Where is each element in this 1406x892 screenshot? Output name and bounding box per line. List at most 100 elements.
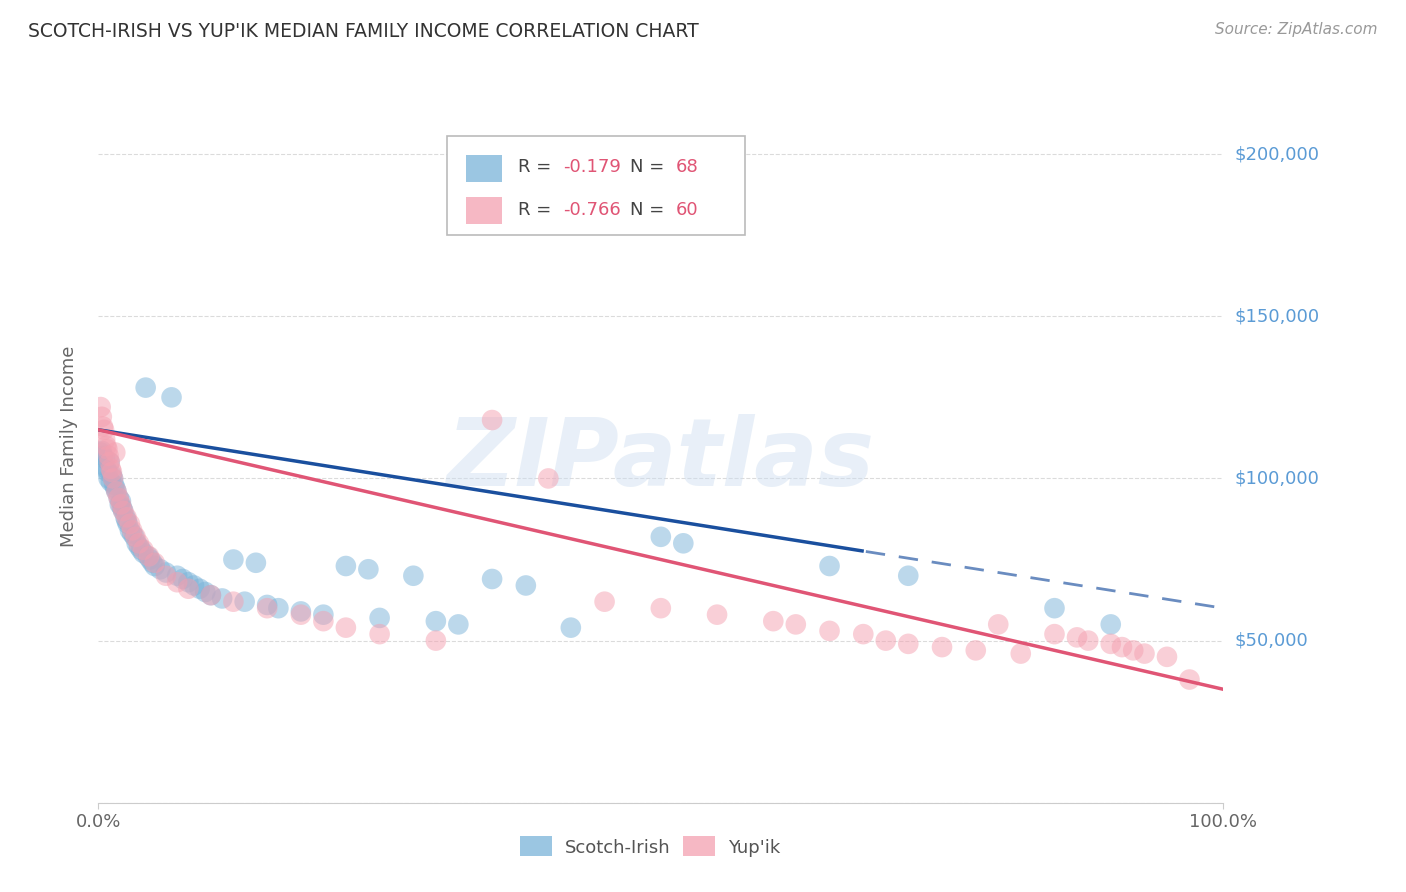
Point [852, 627, 875, 641]
Point [124, 530, 146, 544]
Text: N =: N = [630, 159, 671, 177]
Point [211, 591, 233, 606]
Point [166, 575, 188, 590]
Point [101, 471, 124, 485]
Text: $200,000: $200,000 [1234, 145, 1319, 163]
Text: $50,000: $50,000 [1234, 632, 1308, 649]
Point [101, 468, 124, 483]
Point [290, 604, 312, 618]
Point [93, 458, 115, 473]
Text: Scotch-Irish: Scotch-Irish [565, 838, 671, 856]
Point [103, 478, 125, 492]
Point [593, 595, 616, 609]
Point [155, 568, 177, 582]
Point [1178, 673, 1201, 687]
Point [139, 552, 162, 566]
Text: $150,000: $150,000 [1234, 307, 1319, 326]
Point [104, 445, 127, 459]
Point [132, 546, 155, 560]
FancyBboxPatch shape [447, 136, 745, 235]
Point [91, 449, 114, 463]
Text: 60: 60 [675, 201, 697, 219]
Point [1156, 649, 1178, 664]
Point [107, 491, 129, 505]
Point [1099, 617, 1122, 632]
Point [143, 556, 166, 570]
Point [183, 578, 205, 592]
Point [762, 614, 785, 628]
Point [96, 465, 118, 479]
Point [425, 614, 447, 628]
Point [132, 542, 155, 557]
Point [177, 582, 200, 596]
Point [818, 559, 841, 574]
Point [121, 526, 143, 541]
Point [143, 559, 166, 574]
Point [335, 559, 357, 574]
Point [233, 595, 256, 609]
Text: R =: R = [517, 201, 557, 219]
Point [447, 617, 470, 632]
Point [90, 443, 112, 458]
Point [166, 568, 188, 582]
Point [357, 562, 380, 576]
Point [560, 621, 582, 635]
Point [118, 524, 141, 538]
Point [141, 556, 163, 570]
Point [94, 452, 117, 467]
Point [138, 549, 160, 564]
Point [1066, 631, 1088, 645]
Text: N =: N = [630, 201, 671, 219]
Point [91, 419, 114, 434]
Point [100, 461, 122, 475]
Point [481, 413, 503, 427]
Point [425, 633, 447, 648]
Point [124, 530, 146, 544]
Point [105, 484, 128, 499]
Point [481, 572, 503, 586]
Y-axis label: Median Family Income: Median Family Income [59, 345, 77, 547]
Point [897, 568, 920, 582]
Point [1043, 601, 1066, 615]
Point [112, 504, 135, 518]
Point [94, 433, 117, 447]
Point [1043, 627, 1066, 641]
Point [200, 588, 222, 602]
Point [97, 471, 120, 485]
Point [172, 572, 194, 586]
Point [114, 510, 136, 524]
Point [110, 494, 132, 508]
Point [105, 484, 128, 499]
Point [650, 601, 672, 615]
Point [222, 552, 245, 566]
Point [115, 514, 138, 528]
Point [125, 536, 148, 550]
Point [1111, 640, 1133, 654]
Point [256, 601, 278, 615]
Point [987, 617, 1010, 632]
Point [177, 575, 200, 590]
Point [117, 516, 139, 531]
Point [110, 497, 132, 511]
Point [875, 633, 897, 648]
Point [155, 566, 177, 580]
Point [160, 390, 183, 404]
Point [200, 588, 222, 602]
Point [965, 643, 987, 657]
Point [104, 481, 127, 495]
Text: $100,000: $100,000 [1234, 469, 1319, 487]
Text: -0.766: -0.766 [562, 201, 620, 219]
Point [368, 627, 391, 641]
Point [111, 500, 134, 515]
Point [1099, 637, 1122, 651]
Point [1122, 643, 1144, 657]
Point [650, 530, 672, 544]
Point [97, 449, 120, 463]
Point [290, 607, 312, 622]
Point [128, 540, 150, 554]
Point [90, 400, 112, 414]
Point [93, 423, 115, 437]
Text: 68: 68 [675, 159, 699, 177]
Point [101, 465, 124, 479]
Text: SCOTCH-IRISH VS YUP'IK MEDIAN FAMILY INCOME CORRELATION CHART: SCOTCH-IRISH VS YUP'IK MEDIAN FAMILY INC… [28, 22, 699, 41]
